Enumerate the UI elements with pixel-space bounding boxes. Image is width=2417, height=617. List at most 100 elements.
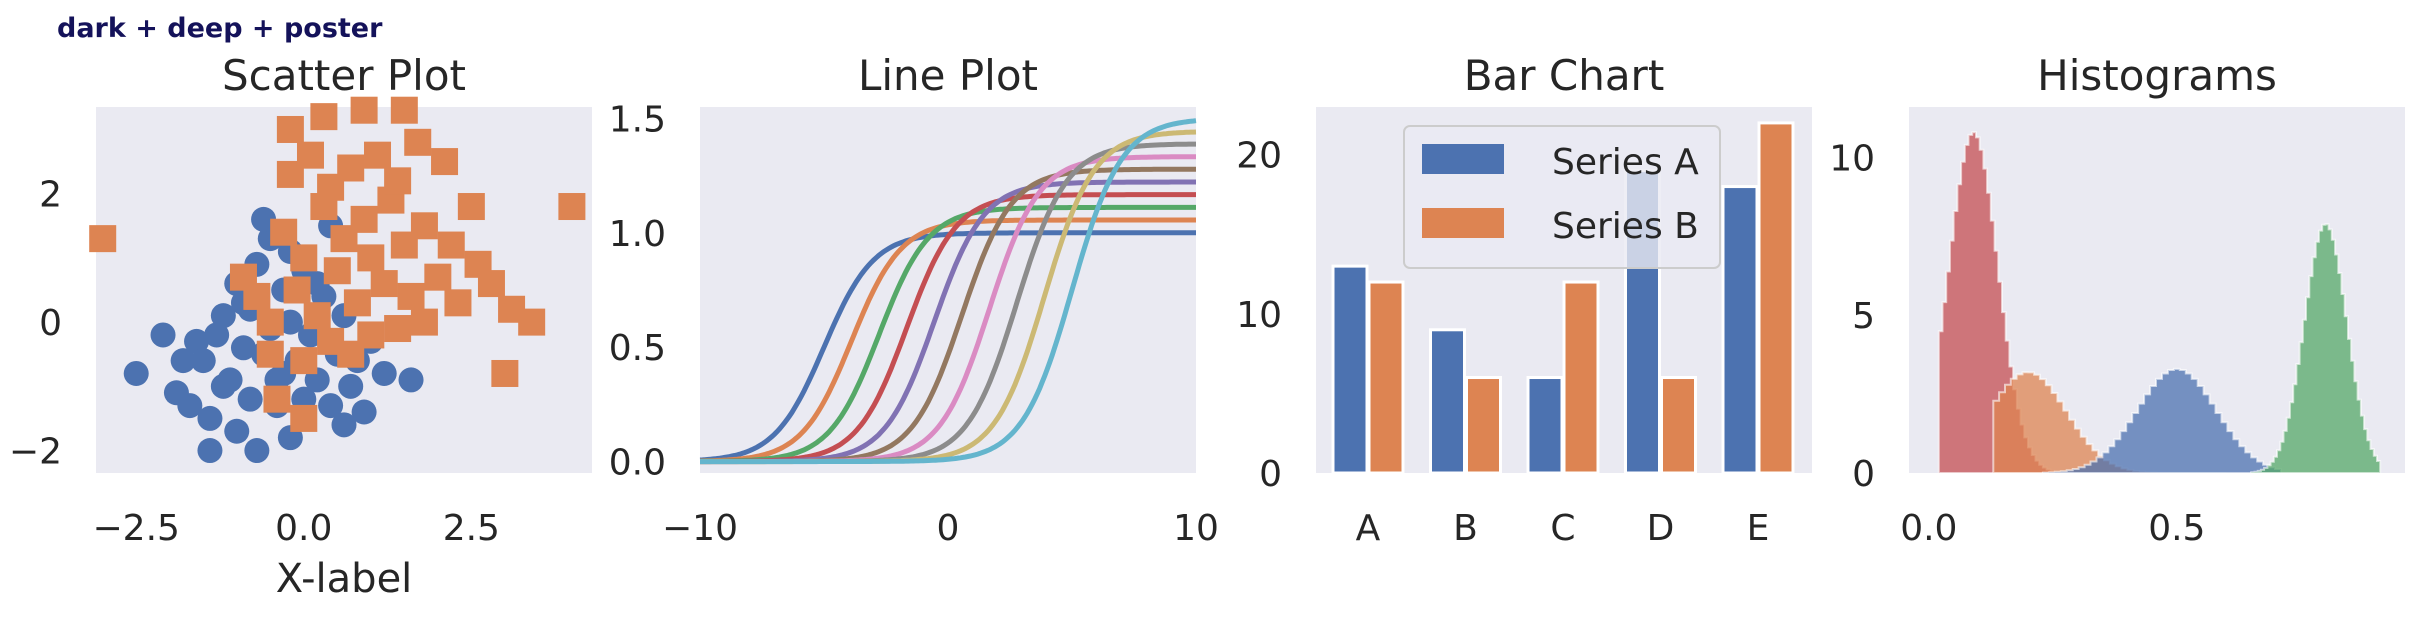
scatter-point-square bbox=[303, 302, 331, 330]
scatter-point-square bbox=[290, 404, 318, 432]
scatter-xlabel: X-label bbox=[276, 556, 413, 602]
scatter-ytick-label: 0 bbox=[39, 303, 62, 344]
scatter-point-square bbox=[384, 315, 412, 343]
bar-a-series-a bbox=[1331, 264, 1369, 475]
scatter-point-square bbox=[350, 205, 378, 233]
scatter-point-square bbox=[296, 141, 324, 169]
hist-ytick-label: 10 bbox=[1829, 138, 1875, 179]
bar-b-series-a bbox=[1429, 328, 1466, 475]
scatter-point-circle bbox=[230, 335, 256, 361]
scatter-point-circle bbox=[123, 360, 149, 386]
line-series bbox=[700, 204, 1196, 464]
scatter-point-circle bbox=[204, 322, 230, 348]
bar-marks: A B C D E bbox=[1331, 121, 1795, 549]
scatter-point-square bbox=[431, 148, 459, 176]
scatter-point-square bbox=[424, 263, 452, 291]
bar-xtick-label: E bbox=[1747, 508, 1770, 549]
scatter-point-circle bbox=[184, 328, 210, 354]
line-ytick-label: 1.5 bbox=[609, 99, 666, 140]
line-ytick-label: 0.0 bbox=[609, 443, 666, 484]
hist-xtick-label: 0.0 bbox=[1900, 508, 1957, 549]
scatter-point-square bbox=[364, 141, 392, 169]
scatter-point-square bbox=[477, 270, 505, 298]
histogram-chart: Histograms 0 5 10 0.0 0.5 bbox=[1829, 51, 2405, 549]
scatter-xtick-label: 2.5 bbox=[443, 508, 500, 549]
scatter-title: Scatter Plot bbox=[222, 51, 466, 100]
bar-title: Bar Chart bbox=[1464, 51, 1665, 100]
scatter-point-square bbox=[558, 193, 586, 221]
scatter-point-circle bbox=[277, 309, 303, 335]
scatter-point-square bbox=[357, 244, 385, 272]
scatter-marks bbox=[89, 96, 586, 464]
bar-c-series-b bbox=[1562, 280, 1600, 475]
bar-xtick-label: C bbox=[1550, 508, 1575, 549]
line-xtick-label: 0 bbox=[937, 508, 960, 549]
legend-label-series-a: Series A bbox=[1552, 142, 1699, 183]
scatter-point-square bbox=[270, 218, 298, 246]
line-ytick-label: 0.5 bbox=[609, 328, 666, 369]
scatter-point-square bbox=[384, 167, 412, 195]
scatter-point-square bbox=[370, 270, 398, 298]
scatter-point-square bbox=[444, 289, 472, 317]
bar-xtick-label: A bbox=[1356, 508, 1381, 549]
hist-ticks: 0 5 10 0.0 0.5 bbox=[1829, 138, 2205, 549]
scatter-point-circle bbox=[237, 386, 263, 412]
scatter-point-square bbox=[357, 321, 385, 349]
scatter-point-square bbox=[343, 289, 371, 317]
bar-xtick-label: D bbox=[1647, 508, 1675, 549]
scatter-point-circle bbox=[210, 373, 236, 399]
bar-ytick-label: 10 bbox=[1236, 295, 1282, 336]
line-ticks: 0.0 0.5 1.0 1.5 −10 0 10 bbox=[609, 99, 1219, 549]
scatter-point-circle bbox=[398, 367, 424, 393]
scatter-point-square bbox=[276, 115, 304, 143]
scatter-point-circle bbox=[371, 360, 397, 386]
scatter-ytick-label: −2 bbox=[9, 432, 62, 473]
bar-ytick-label: 0 bbox=[1259, 454, 1282, 495]
scatter-point-circle bbox=[170, 348, 196, 374]
scatter-point-square bbox=[404, 128, 432, 156]
line-chart: Line Plot 0.0 0.5 1.0 1.5 −10 0 10 bbox=[609, 51, 1219, 549]
line-title: Line Plot bbox=[858, 51, 1038, 100]
scatter-point-circle bbox=[210, 303, 236, 329]
hist-ytick-label: 0 bbox=[1852, 454, 1875, 495]
scatter-point-square bbox=[410, 308, 438, 336]
legend-swatch-series-a bbox=[1422, 144, 1504, 174]
scatter-point-circle bbox=[197, 405, 223, 431]
bar-b-series-b bbox=[1465, 376, 1502, 475]
line-xtick-label: −10 bbox=[662, 508, 738, 549]
legend-swatch-series-b bbox=[1422, 208, 1504, 238]
line-series bbox=[700, 118, 1197, 465]
legend-label-series-b: Series B bbox=[1552, 206, 1699, 247]
scatter-ticks: −2 0 2 −2.5 0.0 2.5 bbox=[9, 175, 500, 549]
scatter-point-circle bbox=[351, 399, 377, 425]
scatter-point-square bbox=[89, 225, 117, 253]
scatter-point-square bbox=[350, 96, 378, 124]
scatter-point-circle bbox=[304, 271, 330, 297]
scatter-point-circle bbox=[177, 393, 203, 419]
hist-title: Histograms bbox=[2037, 51, 2277, 100]
line-marks bbox=[699, 118, 1197, 465]
scatter-point-square bbox=[283, 276, 311, 304]
scatter-point-square bbox=[491, 359, 519, 387]
hist-xtick-label: 0.5 bbox=[2148, 508, 2205, 549]
scatter-point-circle bbox=[318, 393, 344, 419]
bar-chart: Bar Chart A B C D E 0 10 20 Series A Series B bbox=[1236, 51, 1812, 549]
scatter-point-circle bbox=[224, 418, 250, 444]
scatter-point-square bbox=[290, 347, 318, 375]
bar-a-series-b bbox=[1367, 280, 1405, 475]
scatter-point-square bbox=[518, 308, 546, 336]
scatter-point-square bbox=[243, 282, 271, 310]
scatter-point-square bbox=[397, 282, 425, 310]
hist-series bbox=[2041, 367, 2282, 474]
scatter-xtick-label: −2.5 bbox=[93, 508, 180, 549]
figure-suptitle: dark + deep + poster bbox=[57, 13, 383, 44]
bar-e-series-a bbox=[1721, 185, 1759, 475]
line-ytick-label: 1.0 bbox=[609, 214, 666, 255]
hist-marks bbox=[1937, 131, 2382, 474]
hist-series bbox=[2250, 223, 2382, 474]
scatter-point-square bbox=[290, 244, 318, 272]
scatter-point-circle bbox=[197, 438, 223, 464]
scatter-point-square bbox=[457, 193, 485, 221]
bar-xtick-label: B bbox=[1453, 508, 1478, 549]
